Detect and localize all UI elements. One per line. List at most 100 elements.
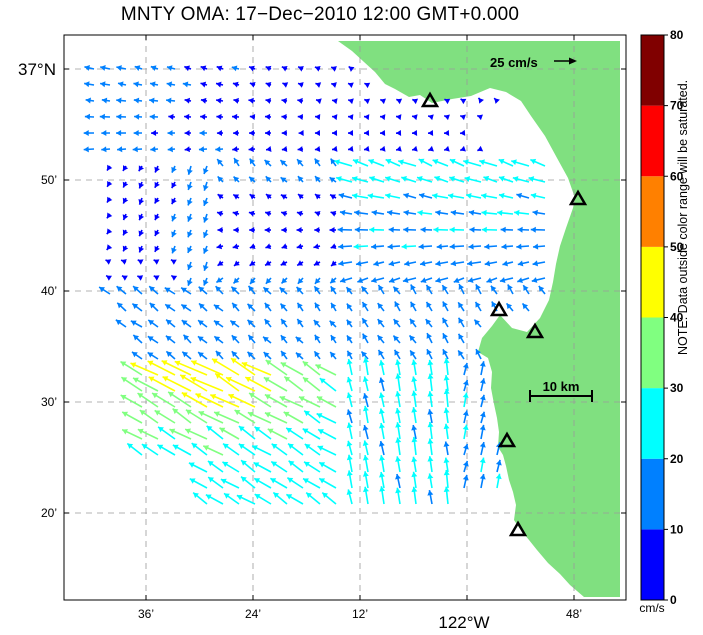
current-vector-arrow [131, 303, 143, 312]
current-vector-arrow [411, 456, 418, 473]
current-vector-arrow [203, 277, 209, 286]
current-vector-arrow [207, 476, 224, 489]
current-vector-arrow [137, 275, 144, 281]
current-vector-arrow [443, 407, 450, 424]
current-vector-arrow [371, 209, 385, 216]
current-vector-arrow [265, 81, 272, 88]
current-vector-arrow [338, 243, 353, 250]
current-vector-arrow [479, 159, 498, 167]
current-vector-arrow [116, 285, 127, 295]
current-vector-arrow [216, 65, 224, 72]
current-vector-arrow [411, 376, 418, 392]
current-vector-arrow [223, 492, 240, 505]
current-vector-arrow [105, 274, 112, 281]
current-vector-arrow [497, 209, 514, 216]
current-vector-arrow [395, 114, 402, 121]
current-vector-arrow [435, 209, 449, 216]
current-vector-arrow [230, 286, 240, 295]
current-vector-arrow [134, 65, 143, 71]
current-vector-arrow [132, 146, 143, 153]
current-vector-arrow [441, 317, 449, 328]
current-vector-arrow [154, 165, 160, 173]
current-vector-arrow [418, 192, 433, 199]
current-vector-arrow [248, 392, 272, 408]
current-vector-arrow [417, 209, 433, 216]
current-vector-arrow [449, 226, 465, 233]
current-vector-arrow [368, 159, 385, 167]
current-vector-arrow [246, 303, 256, 312]
current-vector-arrow [462, 410, 469, 424]
current-vector-arrow [379, 471, 385, 489]
current-vector-arrow [180, 303, 192, 312]
current-vector-arrow [395, 487, 402, 505]
current-vector-arrow [329, 176, 337, 183]
current-vector-arrow [213, 320, 224, 328]
lat-label-20: 20’ [41, 506, 57, 520]
current-vector-arrow [361, 301, 369, 312]
current-vector-arrow [427, 391, 434, 408]
current-vector-arrow [253, 461, 272, 473]
current-vector-arrow [330, 210, 337, 217]
current-vector-arrow [264, 210, 272, 217]
colorbar-tick-label: 10 [670, 522, 684, 536]
lat-label-30: 30’ [41, 395, 57, 409]
current-vector-arrow [330, 302, 337, 312]
current-vector-arrow [280, 210, 288, 217]
current-vector-arrow [85, 97, 95, 104]
current-vector-arrow [388, 277, 401, 284]
current-vector-arrow [479, 361, 486, 376]
lat-label-37n: 37°N [18, 60, 56, 79]
current-vector-arrow [378, 377, 385, 392]
current-vector-arrow [403, 209, 417, 216]
current-vector-arrow [297, 277, 304, 285]
current-vector-arrow [528, 176, 546, 183]
triangle-station-icon [420, 91, 440, 108]
colorbar-tick-label: 60 [670, 169, 684, 183]
current-vector-arrow [249, 130, 256, 137]
current-vector-arrow [202, 445, 224, 456]
current-vector-arrow [479, 378, 486, 392]
current-vector-arrow [182, 81, 192, 88]
current-vector-arrow [120, 360, 143, 376]
current-vector-arrow [265, 65, 272, 72]
current-vector-arrow [217, 260, 224, 267]
current-vector-arrow [171, 165, 177, 173]
current-vector-arrow [401, 175, 417, 183]
current-vector-arrow [167, 130, 176, 137]
current-vector-arrow [198, 286, 208, 295]
map-border [63, 34, 627, 601]
current-vector-arrow [264, 260, 272, 267]
current-vector-arrow [346, 422, 353, 440]
current-vector-arrow [362, 333, 369, 344]
current-vector-arrow [200, 97, 208, 104]
current-vector-arrow [338, 192, 353, 199]
current-vector-arrow [402, 277, 417, 283]
current-vector-arrow [296, 318, 304, 328]
current-vector-arrow [505, 302, 514, 312]
current-vector-arrow [462, 460, 469, 473]
current-vector-arrow [215, 285, 224, 295]
current-vector-arrow [379, 486, 386, 505]
current-vector-arrow [459, 114, 466, 121]
current-vector-arrow [171, 245, 177, 254]
current-vector-arrow [314, 114, 321, 120]
current-vector-arrow [457, 317, 465, 328]
current-vector-arrow [393, 349, 401, 360]
current-vector-arrow [216, 243, 224, 250]
current-vector-arrow [408, 334, 417, 344]
current-vector-arrow [427, 373, 434, 392]
current-vector-arrow [280, 277, 288, 284]
current-vector-arrow [507, 284, 514, 295]
current-vector-arrow [279, 395, 304, 408]
current-vector-arrow [302, 428, 321, 440]
current-vector-arrow [427, 438, 434, 456]
lon-label-48: 48’ [566, 607, 582, 621]
colorbar-tick-label: 50 [670, 240, 684, 254]
current-vector-arrow [154, 181, 160, 189]
current-vector-arrow [502, 260, 514, 267]
current-vector-arrow [460, 98, 467, 105]
current-vector-arrow [265, 130, 272, 137]
current-vector-arrow [190, 360, 224, 376]
current-vector-arrow [147, 335, 159, 344]
